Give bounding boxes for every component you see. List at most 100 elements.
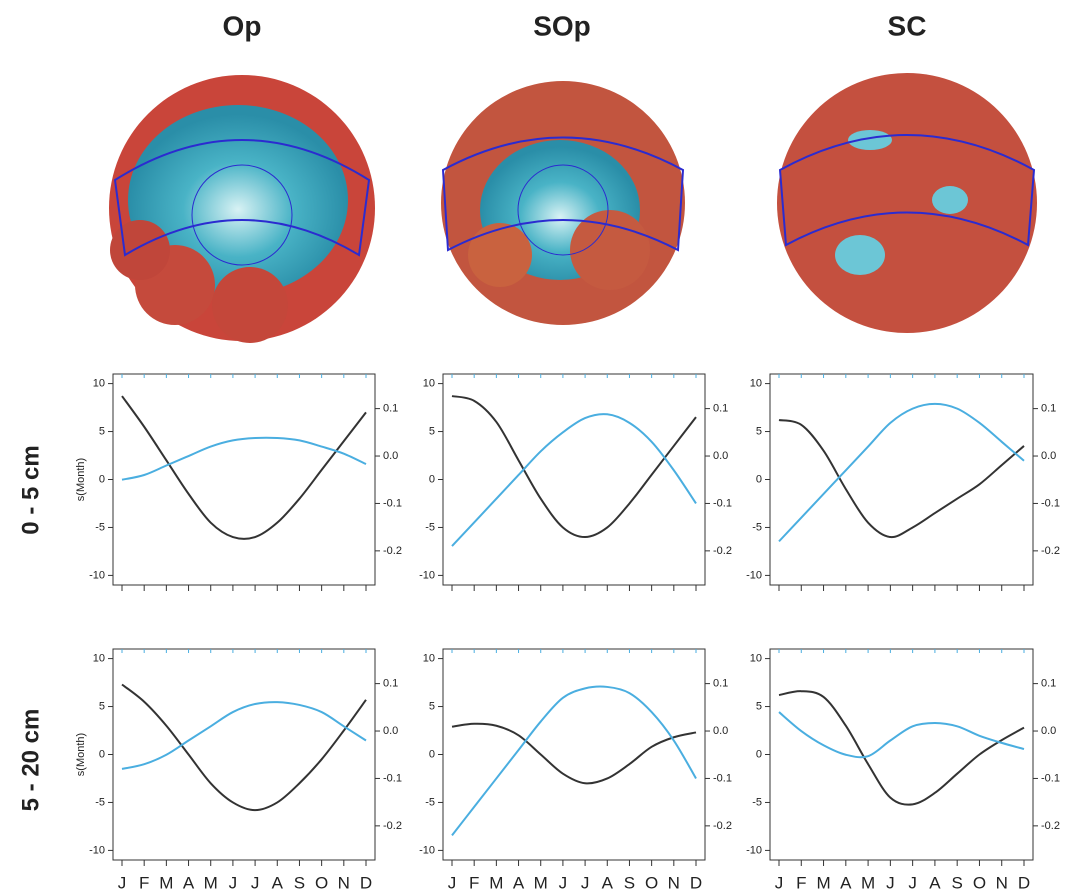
x-tick-label: J <box>448 873 457 892</box>
x-tick-label: D <box>1018 873 1030 892</box>
y2-tick-label: 0.0 <box>713 450 728 462</box>
column-title: Op <box>223 10 262 41</box>
y-tick-label: 10 <box>93 377 105 389</box>
y2-tick-label: -0.2 <box>1041 545 1060 557</box>
photo-sop <box>441 81 685 325</box>
x-tick-label: J <box>229 873 238 892</box>
x-tick-label: F <box>139 873 149 892</box>
x-tick-label: J <box>118 873 127 892</box>
photo-sc <box>777 73 1037 333</box>
series-line <box>779 691 1024 804</box>
y-tick-label: -10 <box>746 569 762 581</box>
y2-tick-label: 0.1 <box>383 678 398 690</box>
y-tick-label: 10 <box>93 652 105 664</box>
x-tick-label: S <box>294 873 305 892</box>
y-tick-label: 0 <box>756 748 762 760</box>
x-tick-label: J <box>886 873 895 892</box>
plot-frame <box>443 649 705 860</box>
x-tick-label: D <box>690 873 702 892</box>
y2-tick-label: -0.1 <box>383 497 402 509</box>
plot-frame <box>113 374 375 585</box>
y-axis-label: s(Month) <box>75 458 87 501</box>
y2-tick-label: 0.0 <box>383 450 398 462</box>
x-tick-label: D <box>360 873 372 892</box>
photo-op <box>109 75 375 343</box>
series-line <box>122 396 366 539</box>
y2-tick-label: -0.1 <box>1041 772 1060 784</box>
y-tick-label: -10 <box>746 844 762 856</box>
x-tick-label: O <box>315 873 328 892</box>
x-tick-label: N <box>668 873 680 892</box>
x-tick-label: J <box>775 873 784 892</box>
y-tick-label: -10 <box>419 569 435 581</box>
y-axis-label: s(Month) <box>75 733 87 776</box>
series-line <box>452 414 696 546</box>
x-tick-label: F <box>469 873 479 892</box>
y-tick-label: 5 <box>429 425 435 437</box>
x-tick-label: S <box>952 873 963 892</box>
x-tick-label: A <box>840 873 852 892</box>
y-tick-label: 0 <box>429 748 435 760</box>
x-tick-label: A <box>513 873 525 892</box>
x-tick-label: M <box>489 873 503 892</box>
y-tick-label: 10 <box>750 377 762 389</box>
y2-tick-label: 0.1 <box>713 678 728 690</box>
x-tick-label: O <box>973 873 986 892</box>
y2-tick-label: 0.1 <box>1041 678 1056 690</box>
series-line <box>122 684 366 810</box>
y-tick-label: 0 <box>99 473 105 485</box>
x-tick-label: A <box>602 873 614 892</box>
y2-tick-label: -0.2 <box>383 545 402 557</box>
x-tick-label: N <box>338 873 350 892</box>
plot-frame <box>113 649 375 860</box>
row-label: 5 - 20 cm <box>17 709 44 812</box>
y-tick-label: 0 <box>99 748 105 760</box>
x-tick-label: O <box>645 873 658 892</box>
y-tick-label: 0 <box>756 473 762 485</box>
y2-tick-label: -0.1 <box>713 772 732 784</box>
series-line <box>779 420 1024 537</box>
y-tick-label: -5 <box>95 796 105 808</box>
y-tick-label: -5 <box>425 796 435 808</box>
y-tick-label: 5 <box>99 425 105 437</box>
x-tick-label: J <box>581 873 590 892</box>
y-tick-label: 5 <box>429 700 435 712</box>
y-tick-label: -5 <box>95 521 105 533</box>
y-tick-label: -10 <box>419 844 435 856</box>
series-line <box>452 687 696 836</box>
series-line <box>452 396 696 537</box>
plot-frame <box>770 649 1033 860</box>
series-line <box>779 404 1024 542</box>
x-tick-label: J <box>559 873 568 892</box>
x-tick-label: S <box>624 873 635 892</box>
y2-tick-label: 0.0 <box>713 725 728 737</box>
y-tick-label: -5 <box>752 796 762 808</box>
y-tick-label: -5 <box>752 521 762 533</box>
x-tick-label: N <box>996 873 1008 892</box>
y-tick-label: 5 <box>756 425 762 437</box>
y2-tick-label: 0.0 <box>383 725 398 737</box>
y-tick-label: 5 <box>756 700 762 712</box>
y2-tick-label: 0.1 <box>383 403 398 415</box>
y-tick-label: -5 <box>425 521 435 533</box>
y2-tick-label: 0.0 <box>1041 450 1056 462</box>
x-tick-label: J <box>251 873 260 892</box>
y-tick-label: -10 <box>89 844 105 856</box>
y2-tick-label: 0.1 <box>713 403 728 415</box>
y2-tick-label: 0.1 <box>1041 403 1056 415</box>
y-tick-label: 10 <box>423 377 435 389</box>
series-line <box>452 724 696 784</box>
x-tick-label: M <box>159 873 173 892</box>
x-tick-label: J <box>908 873 917 892</box>
column-title: SC <box>888 10 927 41</box>
plot-frame <box>770 374 1033 585</box>
x-tick-label: M <box>204 873 218 892</box>
y2-tick-label: -0.2 <box>383 820 402 832</box>
y-tick-label: -10 <box>89 569 105 581</box>
y-tick-label: 10 <box>750 652 762 664</box>
row-label: 0 - 5 cm <box>17 445 44 534</box>
x-tick-label: M <box>816 873 830 892</box>
y-tick-label: 10 <box>423 652 435 664</box>
series-line <box>122 702 366 769</box>
x-tick-label: M <box>861 873 875 892</box>
